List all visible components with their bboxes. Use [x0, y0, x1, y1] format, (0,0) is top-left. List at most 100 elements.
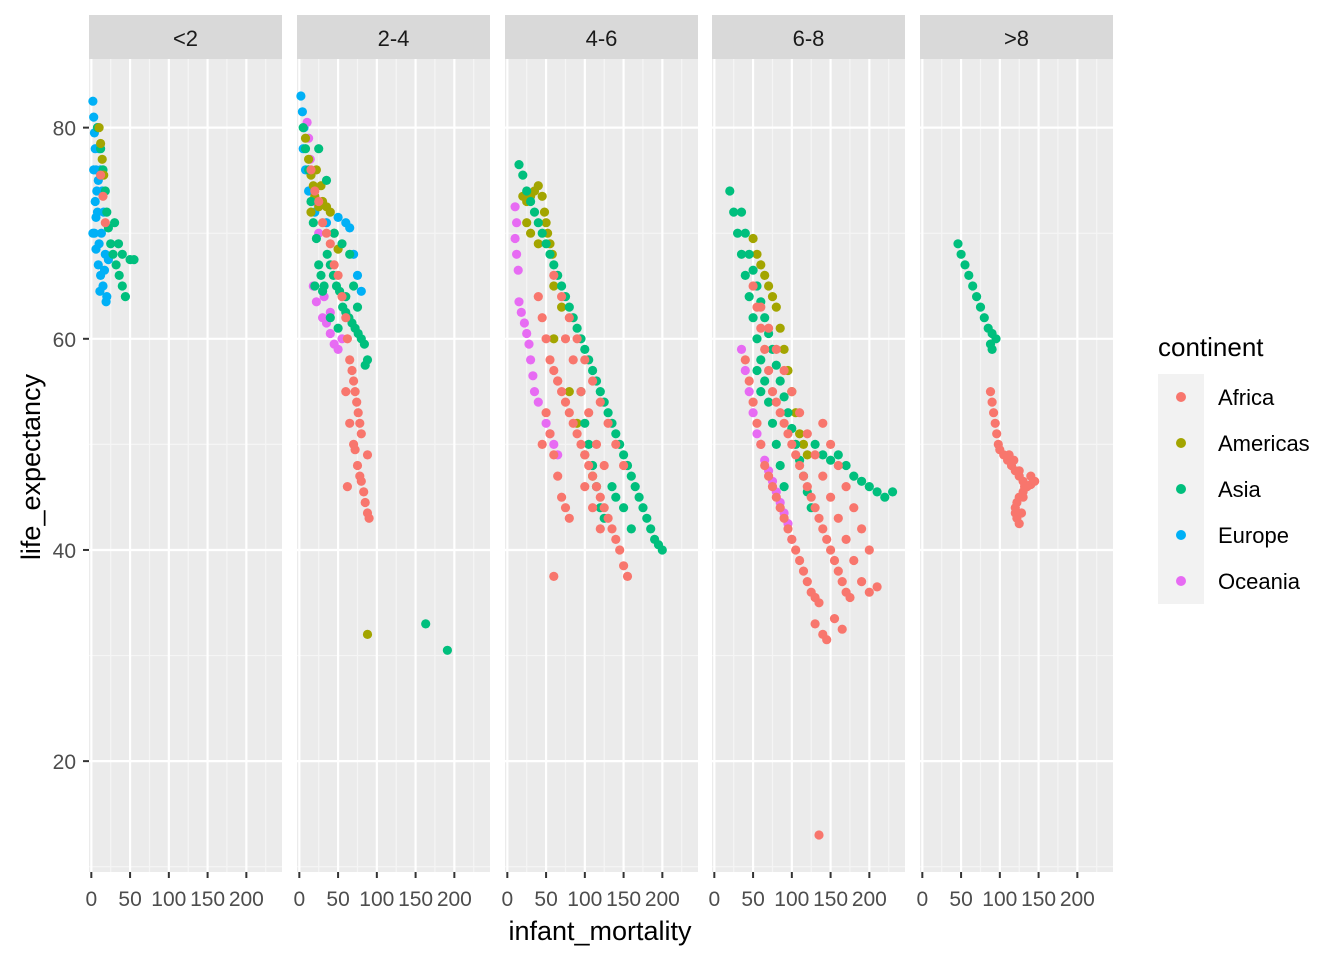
facet-strip: [297, 15, 490, 59]
data-point-africa: [325, 239, 335, 249]
data-point-africa: [355, 418, 365, 428]
data-point-asia: [514, 160, 524, 170]
data-point-asia: [359, 339, 369, 349]
data-point-africa: [802, 577, 812, 587]
data-point-europe: [95, 286, 105, 296]
data-point-africa: [333, 270, 343, 280]
facet-strip: [712, 15, 905, 59]
data-point-africa: [985, 387, 996, 397]
data-point-asia: [595, 387, 605, 397]
data-point-africa: [615, 545, 625, 555]
data-point-africa: [806, 492, 816, 502]
data-point-asia: [619, 450, 629, 460]
x-tick-label: 100: [567, 888, 602, 911]
x-tick-label: 50: [949, 888, 972, 911]
data-point-americas: [325, 207, 335, 217]
data-point-americas: [541, 218, 551, 228]
x-tick-label: 100: [359, 888, 394, 911]
data-point-africa: [1014, 519, 1024, 529]
data-point-africa: [607, 524, 617, 534]
data-point-africa: [767, 482, 778, 492]
data-point-americas: [306, 207, 316, 217]
data-point-asia: [421, 619, 431, 629]
data-point-europe: [352, 270, 363, 280]
data-point-africa: [611, 439, 621, 449]
data-point-africa: [588, 471, 598, 481]
data-point-asia: [771, 360, 781, 370]
data-point-africa: [1020, 482, 1030, 492]
data-point-europe: [296, 91, 306, 101]
data-point-africa: [619, 561, 629, 571]
x-tick-label: 150: [1021, 888, 1056, 911]
data-point-europe: [89, 165, 99, 175]
data-point-asia: [360, 360, 370, 370]
data-point-africa: [360, 497, 370, 508]
data-point-asia: [634, 492, 644, 502]
data-point-africa: [96, 170, 106, 180]
data-point-asia: [549, 260, 559, 270]
facet-strip-label: >8: [1004, 26, 1029, 51]
data-point-oceania: [510, 233, 520, 244]
data-point-africa: [837, 577, 847, 587]
data-point-africa: [572, 429, 582, 439]
data-point-asia: [987, 344, 997, 354]
data-point-africa: [568, 418, 578, 428]
data-point-africa: [822, 534, 832, 545]
data-point-africa: [826, 492, 836, 502]
data-point-asia: [748, 313, 758, 323]
data-point-africa: [349, 439, 359, 449]
panel-background: [89, 59, 282, 872]
data-point-asia: [352, 302, 363, 312]
data-point-africa: [564, 313, 574, 323]
data-point-asia: [760, 376, 770, 386]
data-point-asia: [533, 218, 543, 228]
data-point-asia: [316, 270, 326, 280]
data-point-africa: [584, 408, 594, 418]
data-point-americas: [767, 292, 778, 302]
data-point-asia: [113, 239, 124, 249]
data-point-africa: [833, 566, 843, 576]
data-point-oceania: [510, 202, 520, 212]
data-point-africa: [595, 492, 605, 502]
data-point-americas: [533, 239, 543, 249]
data-point-africa: [740, 355, 750, 365]
y-tick-label: 40: [53, 540, 76, 563]
data-point-asia: [564, 302, 574, 312]
data-point-asia: [306, 196, 316, 207]
data-point-americas: [764, 281, 774, 291]
data-point-oceania: [528, 371, 538, 381]
x-tick-label: 150: [813, 888, 848, 911]
facet-panel: <2 0 50 100 150 200: [85, 15, 282, 911]
data-point-americas: [795, 429, 805, 439]
legend-title: continent: [1158, 332, 1264, 362]
data-point-africa: [795, 408, 805, 418]
panel-background: [712, 59, 905, 872]
facet-strip-label: 6-8: [793, 26, 825, 51]
data-point-americas: [304, 154, 314, 164]
data-point-asia: [626, 471, 636, 481]
facet-strip: [920, 15, 1113, 59]
data-point-asia: [557, 281, 567, 291]
legend: continent Africa Americas Asia Europe Oceani…: [1158, 332, 1310, 604]
legend-label-africa: Africa: [1218, 385, 1275, 410]
data-point-asia: [529, 207, 540, 217]
data-point-africa: [760, 344, 770, 354]
data-point-asia: [626, 524, 636, 534]
data-point-africa: [864, 545, 874, 555]
x-tick-label: 0: [708, 888, 720, 911]
data-point-europe: [93, 260, 103, 270]
data-point-asia: [752, 365, 762, 376]
data-point-americas: [771, 302, 781, 312]
data-point-asia: [752, 334, 762, 344]
x-tick-label: 0: [916, 888, 928, 911]
data-point-asia: [657, 545, 667, 555]
data-point-asia: [314, 144, 324, 154]
data-point-oceania: [524, 339, 534, 349]
data-point-asia: [779, 482, 789, 492]
data-point-africa: [756, 323, 766, 333]
data-point-americas: [564, 387, 574, 397]
data-point-americas: [300, 133, 311, 143]
data-point-asia: [619, 503, 629, 513]
data-point-americas: [526, 228, 536, 238]
